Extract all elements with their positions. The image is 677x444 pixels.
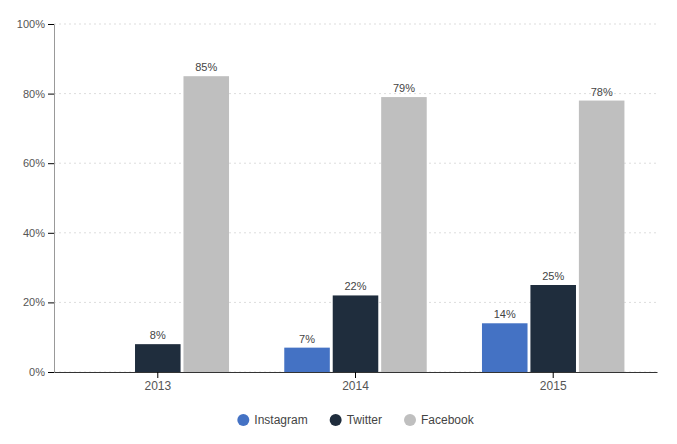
legend-swatch (237, 414, 249, 426)
legend-item: Instagram (237, 413, 307, 427)
legend: Instagram Twitter Facebook (237, 413, 474, 427)
chart-container: 7% 14% 8% 22% 25% 85% 79% 78% 0% 20% 40% 60% 80% 100%… (0, 0, 677, 444)
bar (530, 285, 576, 372)
y-tick: 40% (23, 227, 54, 239)
x-tick-mark (355, 372, 356, 378)
x-tick-label: 2013 (144, 379, 171, 393)
legend-label: Twitter (347, 413, 382, 427)
y-tick: 100% (17, 18, 54, 30)
data-label: 7% (299, 333, 315, 345)
y-tick: 80% (23, 88, 54, 100)
bar (381, 97, 427, 372)
y-tick-mark (48, 24, 54, 25)
y-tick: 60% (23, 157, 54, 169)
data-label: 14% (494, 308, 516, 320)
data-label: 85% (195, 61, 217, 73)
grid (54, 24, 657, 372)
x-tick-label: 2014 (342, 379, 369, 393)
y-tick-mark (48, 233, 54, 234)
bar (482, 323, 528, 372)
chart-svg: 7% 14% 8% 22% 25% 85% 79% 78% 0% 20% 40% 60% 80% 100%… (0, 0, 677, 444)
grid-line (54, 232, 657, 233)
y-tick-label: 100% (17, 18, 45, 30)
y-tick-label: 0% (29, 366, 45, 378)
legend-label: Facebook (421, 413, 475, 427)
data-label: 25% (542, 270, 564, 282)
grid-line (54, 163, 657, 164)
x-tick: 2015 (540, 372, 567, 393)
y-tick-label: 60% (23, 157, 45, 169)
legend-label: Instagram (254, 413, 307, 427)
y-tick-mark (48, 163, 54, 164)
x-tick: 2013 (144, 372, 171, 393)
y-tick-label: 80% (23, 88, 45, 100)
data-label: 78% (591, 86, 613, 98)
data-label: 22% (344, 280, 366, 292)
plot-area: 7% 14% 8% 22% 25% 85% 79% 78% 0% 20% 40% 60% 80% 100%… (17, 18, 658, 393)
bar (183, 76, 229, 372)
legend-item: Facebook (404, 413, 475, 427)
x-tick-mark (157, 372, 158, 378)
y-axis: 0% 20% 40% 60% 80% 100% (17, 18, 55, 378)
x-tick: 2014 (342, 372, 369, 393)
legend-swatch (404, 414, 416, 426)
y-tick-mark (48, 94, 54, 95)
data-label: 79% (393, 82, 415, 94)
bar (579, 101, 625, 372)
bar (135, 344, 181, 372)
bar (87, 372, 133, 373)
x-tick-label: 2015 (540, 379, 567, 393)
y-tick: 20% (23, 296, 54, 308)
grid-line (54, 24, 657, 25)
data-label: 8% (150, 329, 166, 341)
x-tick-mark (553, 372, 554, 378)
data-labels: 7% 14% 8% 22% 25% 85% 79% 78% (150, 61, 613, 344)
legend-item: Twitter (330, 413, 382, 427)
bars (135, 76, 624, 372)
y-tick-label: 40% (23, 227, 45, 239)
y-axis-line (54, 25, 55, 373)
y-tick-mark (48, 302, 54, 303)
legend-swatch (330, 414, 342, 426)
y-tick-label: 20% (23, 296, 45, 308)
x-axis: 2013 2014 2015 (55, 372, 658, 393)
y-tick: 0% (29, 366, 54, 378)
bar (333, 295, 379, 372)
grid-line (54, 93, 657, 94)
bar (284, 348, 330, 372)
y-tick-mark (48, 372, 54, 373)
bar-series (183, 76, 624, 372)
